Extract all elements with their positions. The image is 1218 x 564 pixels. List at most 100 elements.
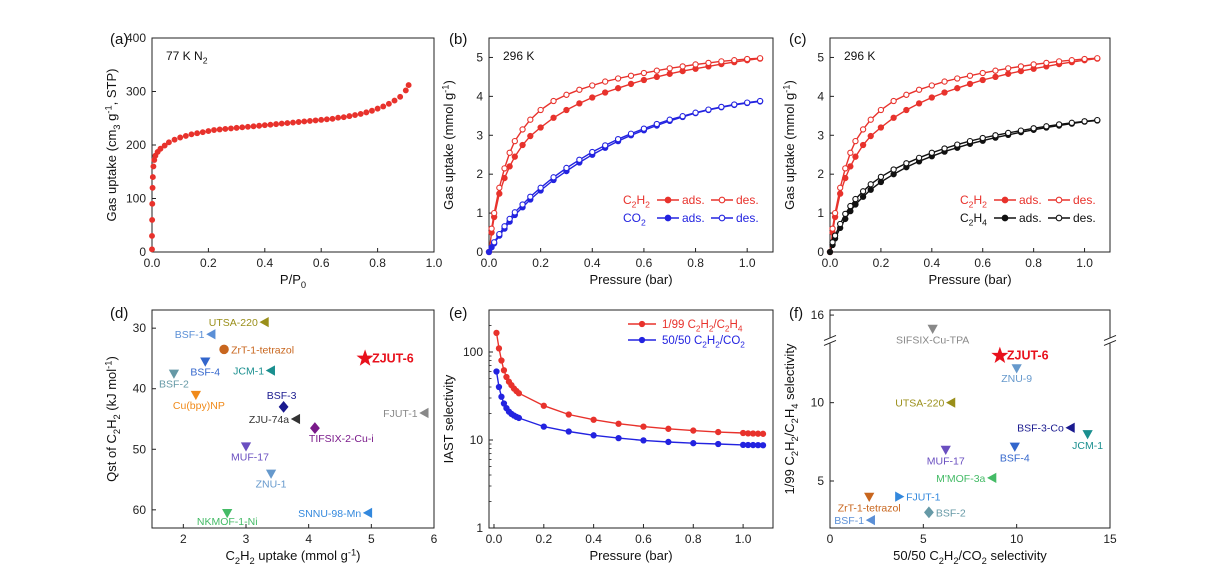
data-point bbox=[501, 223, 508, 230]
data-point bbox=[842, 165, 849, 172]
data-point bbox=[540, 402, 547, 409]
axes-frame bbox=[151, 37, 435, 253]
series-line bbox=[495, 371, 764, 446]
data-point bbox=[496, 184, 503, 191]
data-point bbox=[859, 126, 867, 133]
data-point bbox=[627, 72, 635, 79]
data-label: Cu(bpy)NP bbox=[173, 400, 225, 412]
legend-label: ads. bbox=[682, 211, 705, 225]
data-point bbox=[515, 414, 523, 422]
y-tick-label: 4 bbox=[476, 89, 483, 103]
data-point bbox=[829, 225, 836, 232]
data-point bbox=[640, 69, 648, 77]
x-axis-label: C2H2 uptake (mmol g-1) bbox=[225, 547, 360, 564]
data-point bbox=[261, 122, 268, 129]
data-point bbox=[1030, 125, 1037, 132]
data-point bbox=[890, 166, 897, 173]
data-point bbox=[946, 397, 956, 408]
data-point bbox=[979, 76, 986, 84]
data-point bbox=[903, 91, 910, 98]
data-point bbox=[149, 200, 156, 207]
data-point bbox=[731, 57, 738, 64]
data-point bbox=[498, 357, 505, 364]
data-point bbox=[615, 420, 622, 427]
annotation: 296 K bbox=[503, 49, 534, 63]
data-point bbox=[692, 61, 699, 68]
data-point bbox=[340, 114, 347, 121]
data-point bbox=[665, 438, 672, 446]
legend-label: ads. bbox=[682, 193, 705, 207]
data-point bbox=[312, 117, 319, 124]
x-tick-label: 0.6 bbox=[636, 256, 653, 270]
axis-break-mark bbox=[1103, 340, 1117, 346]
legend-label: des. bbox=[1073, 211, 1096, 225]
data-point bbox=[837, 220, 844, 228]
data-point bbox=[150, 163, 157, 170]
axis-break-gap bbox=[1104, 337, 1116, 344]
x-tick-label: 0.4 bbox=[256, 256, 273, 270]
y-tick-label: 5 bbox=[476, 50, 483, 64]
y-tick-label: 4 bbox=[817, 89, 824, 103]
data-point bbox=[1068, 57, 1075, 64]
data-point bbox=[506, 149, 513, 156]
data-point bbox=[690, 427, 697, 434]
data-point bbox=[992, 132, 999, 139]
data-point bbox=[831, 232, 839, 239]
data-point bbox=[301, 118, 308, 125]
data-point bbox=[511, 209, 518, 216]
data-point bbox=[928, 149, 935, 156]
data-point bbox=[1011, 364, 1022, 374]
y-tick-label: 5 bbox=[817, 474, 824, 488]
data-label: JCM-1 bbox=[1072, 440, 1103, 452]
data-point bbox=[576, 100, 583, 107]
x-tick-label: 0 bbox=[827, 532, 834, 546]
data-point bbox=[1065, 422, 1075, 433]
y-tick-label: 50 bbox=[133, 442, 147, 456]
data-point bbox=[852, 153, 859, 160]
y-tick-label: 200 bbox=[126, 138, 146, 152]
data-point bbox=[157, 145, 164, 152]
data-label: ZrT-1-tetrazol bbox=[838, 503, 901, 515]
data-point bbox=[666, 65, 673, 72]
y-tick-label: 100 bbox=[463, 345, 483, 359]
y-axis-label: Gas uptake (cm3 g-1, STP) bbox=[103, 69, 121, 222]
data-point bbox=[550, 174, 557, 181]
data-point bbox=[590, 432, 597, 439]
data-point bbox=[718, 58, 725, 65]
x-tick-label: 15 bbox=[1103, 532, 1117, 546]
data-point bbox=[903, 106, 910, 114]
x-tick-label: 1.0 bbox=[426, 256, 443, 270]
data-point bbox=[563, 106, 570, 114]
data-point bbox=[829, 239, 836, 246]
data-point bbox=[310, 422, 320, 434]
legend-label: des. bbox=[736, 193, 759, 207]
data-point bbox=[278, 400, 289, 413]
y-axis-label: IAST selectivity bbox=[441, 374, 456, 463]
y-tick-label: 10 bbox=[470, 433, 484, 447]
data-point bbox=[563, 164, 570, 172]
data-label: FJUT-1 bbox=[383, 408, 418, 420]
data-point bbox=[519, 126, 526, 133]
data-point bbox=[739, 429, 747, 437]
data-point bbox=[1005, 129, 1012, 137]
data-point bbox=[1005, 65, 1012, 72]
data-point bbox=[495, 383, 503, 391]
data-point bbox=[290, 119, 296, 126]
x-tick-label: 4 bbox=[305, 532, 312, 546]
y-tick-label: 2 bbox=[476, 167, 483, 181]
data-label: SIFSIX-Cu-TPA bbox=[896, 335, 969, 347]
data-point bbox=[744, 441, 752, 449]
legend-label: C2H2 bbox=[623, 193, 650, 210]
data-point bbox=[356, 349, 374, 366]
data-point bbox=[1081, 118, 1088, 125]
data-point bbox=[1009, 442, 1020, 452]
data-point bbox=[165, 139, 172, 146]
data-point bbox=[831, 209, 839, 217]
legend-marker bbox=[638, 320, 646, 328]
x-tick-label: 0.8 bbox=[687, 256, 704, 270]
data-point bbox=[149, 184, 156, 191]
axis-break-mark bbox=[823, 340, 837, 346]
data-point bbox=[966, 72, 974, 79]
data-point bbox=[895, 491, 905, 502]
